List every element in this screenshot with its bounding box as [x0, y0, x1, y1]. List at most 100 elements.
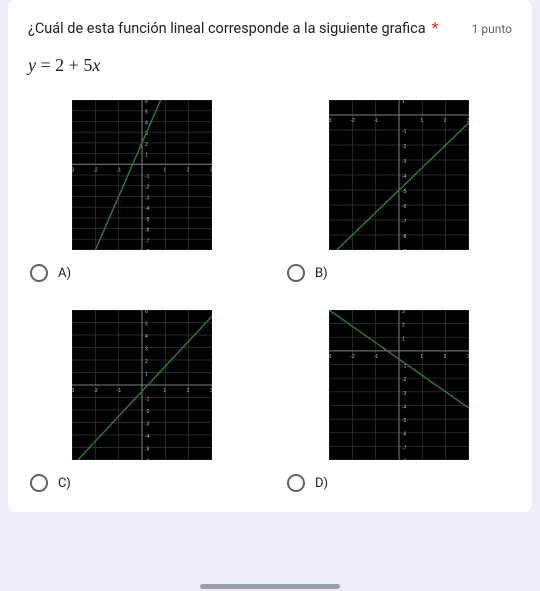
radio-icon — [30, 264, 48, 282]
svg-text:4: 4 — [145, 121, 148, 127]
points-label: 1 punto — [472, 22, 512, 36]
graph-b: -9-8-7-6-5-4-3-2-11-3-2-1123 — [329, 100, 469, 250]
radio-icon — [30, 474, 48, 492]
option-b-radio[interactable]: B) — [285, 260, 512, 286]
graph-c-container: -6 -5 -4 -3 -2 -1 1 2 3 4 5 6 -3 -2 -1 1 2 3 — [28, 304, 255, 470]
svg-text:-2: -2 — [402, 144, 407, 150]
option-a: -8-7-6-5-4-3-2-1123456-3-2-1123 A) — [28, 94, 255, 286]
svg-text:-1: -1 — [116, 388, 121, 394]
svg-text:-2: -2 — [93, 168, 98, 174]
svg-text:1: 1 — [145, 153, 148, 159]
graph-a-container: -8-7-6-5-4-3-2-1123456-3-2-1123 — [28, 94, 255, 260]
svg-text:-3: -3 — [329, 354, 332, 360]
svg-text:-1: -1 — [116, 168, 121, 174]
option-a-label: A) — [58, 266, 71, 281]
svg-text:2: 2 — [145, 359, 148, 365]
graph-b-container: -9-8-7-6-5-4-3-2-11-3-2-1123 — [285, 94, 512, 260]
svg-text:-1: -1 — [145, 397, 150, 403]
svg-text:-5: -5 — [402, 418, 407, 424]
question-text: ¿Cuál de esta función lineal corresponde… — [28, 19, 426, 39]
svg-text:-2: -2 — [402, 377, 407, 383]
svg-text:-6: -6 — [402, 204, 407, 210]
question-header: ¿Cuál de esta función lineal corresponde… — [28, 18, 512, 39]
svg-text:-6: -6 — [145, 228, 150, 234]
question-card: ¿Cuál de esta función lineal corresponde… — [8, 0, 532, 512]
svg-text:-7: -7 — [402, 219, 407, 225]
svg-text:-4: -4 — [402, 405, 407, 411]
svg-text:-7: -7 — [402, 446, 407, 452]
options-grid: -8 -7 -6 -5 -4 -3 -2 -1 1 2 3 4 5 6 -3 -2 -1 1 2 3 A) -9 -8 -… — [28, 94, 512, 496]
graph-d: -8-7-6-5-4-3-2-1123-3-2-1123 — [329, 310, 469, 460]
svg-text:3: 3 — [210, 388, 212, 394]
svg-text:-3: -3 — [145, 422, 150, 428]
svg-text:4: 4 — [145, 334, 148, 340]
svg-text:-8: -8 — [402, 234, 407, 240]
option-b-label: B) — [315, 266, 328, 281]
svg-text:-6: -6 — [402, 432, 407, 438]
option-c-radio[interactable]: C) — [28, 470, 255, 496]
option-c: -6 -5 -4 -3 -2 -1 1 2 3 4 5 6 -3 -2 -1 1 2 3 C) — [28, 304, 255, 496]
svg-text:-3: -3 — [72, 168, 75, 174]
radio-icon — [287, 474, 305, 492]
svg-text:1: 1 — [420, 354, 423, 360]
svg-text:1: 1 — [145, 372, 148, 378]
option-d-radio[interactable]: D) — [285, 470, 512, 496]
svg-text:1: 1 — [402, 100, 405, 105]
svg-text:2: 2 — [186, 168, 189, 174]
svg-text:2: 2 — [186, 388, 189, 394]
required-asterisk: * — [432, 18, 439, 37]
svg-text:1: 1 — [163, 168, 166, 174]
svg-text:-5: -5 — [145, 217, 150, 223]
svg-text:-4: -4 — [145, 206, 150, 212]
svg-text:6: 6 — [145, 100, 148, 105]
svg-text:-3: -3 — [72, 388, 75, 394]
svg-text:-8: -8 — [145, 249, 150, 250]
svg-text:-2: -2 — [145, 185, 150, 191]
svg-text:-1: -1 — [145, 174, 150, 180]
radio-icon — [287, 264, 305, 282]
svg-text:1: 1 — [420, 118, 423, 124]
svg-text:-9: -9 — [402, 249, 407, 250]
svg-text:3: 3 — [145, 347, 148, 353]
svg-text:1: 1 — [163, 388, 166, 394]
svg-text:-2: -2 — [93, 388, 98, 394]
svg-text:1: 1 — [402, 337, 405, 343]
svg-text:-1: -1 — [373, 118, 378, 124]
svg-text:-5: -5 — [402, 189, 407, 195]
equation-display: y = 2 + 5x — [28, 55, 512, 76]
svg-text:-7: -7 — [145, 239, 150, 245]
option-a-radio[interactable]: A) — [28, 260, 255, 286]
option-d-label: D) — [315, 476, 328, 491]
bottom-handle — [200, 584, 340, 589]
svg-text:3: 3 — [210, 168, 212, 174]
svg-text:-6: -6 — [145, 459, 150, 460]
graph-a: -8-7-6-5-4-3-2-1123456-3-2-1123 — [72, 100, 212, 250]
svg-text:-3: -3 — [402, 159, 407, 165]
option-b: -9-8-7-6-5-4-3-2-11-3-2-1123 B) — [285, 94, 512, 286]
svg-text:6: 6 — [145, 310, 148, 315]
svg-text:2: 2 — [145, 142, 148, 148]
svg-text:-2: -2 — [350, 354, 355, 360]
graph-d-container: -8-7-6-5-4-3-2-1123-3-2-1123 — [285, 304, 512, 470]
svg-text:2: 2 — [402, 323, 405, 329]
svg-text:3: 3 — [402, 310, 405, 315]
svg-text:-4: -4 — [402, 174, 407, 180]
svg-text:2: 2 — [443, 354, 446, 360]
option-c-label: C) — [58, 476, 71, 491]
svg-text:-3: -3 — [329, 118, 332, 124]
svg-text:2: 2 — [443, 118, 446, 124]
svg-text:-2: -2 — [145, 409, 150, 415]
svg-text:-3: -3 — [402, 391, 407, 397]
svg-text:5: 5 — [145, 322, 148, 328]
svg-text:-1: -1 — [402, 129, 407, 135]
graph-c: -6 -5 -4 -3 -2 -1 1 2 3 4 5 6 -3 -2 -1 1 2 3 — [72, 310, 212, 460]
svg-text:-2: -2 — [350, 118, 355, 124]
svg-text:-5: -5 — [145, 447, 150, 453]
svg-text:3: 3 — [467, 354, 469, 360]
svg-text:-3: -3 — [145, 196, 150, 202]
option-d: -8-7-6-5-4-3-2-1123-3-2-1123 D) — [285, 304, 512, 496]
svg-text:5: 5 — [145, 110, 148, 116]
svg-text:-8: -8 — [402, 459, 407, 460]
svg-text:-1: -1 — [373, 354, 378, 360]
svg-text:-4: -4 — [145, 434, 150, 440]
